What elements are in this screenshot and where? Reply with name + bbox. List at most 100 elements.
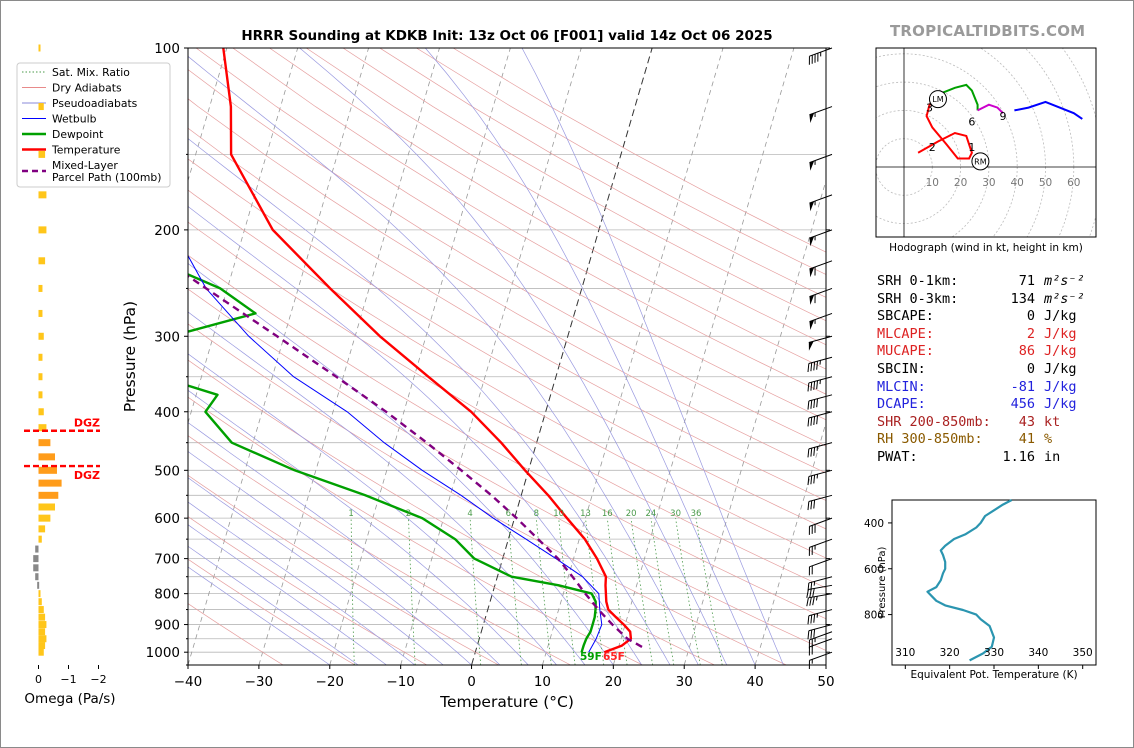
barb-flag [810, 362, 813, 372]
index-value: 1.16 [1002, 449, 1035, 465]
index-value: 2 [1026, 325, 1035, 342]
wind-barb [809, 229, 833, 247]
isotherm-line [329, 48, 511, 665]
legend-label: Pseudoadiabats [52, 97, 138, 110]
wind-barb [808, 517, 833, 535]
index-unit: J/kg [1044, 308, 1077, 325]
omega-bar [33, 555, 39, 563]
hodograph-panel: 10 20 30 40 50 60 1 2 3 6 9 LM RM Hodograph (wind in … [875, 47, 1097, 254]
barb-flag [814, 54, 816, 63]
barb-staff [809, 651, 833, 661]
omega-bar [38, 332, 44, 340]
legend-label: Wetbulb [52, 113, 97, 126]
index-unit: in [1044, 449, 1061, 465]
wind-barb [807, 469, 833, 486]
mixing-ratio-line [585, 518, 605, 665]
barb-flag [807, 363, 810, 373]
omega-bar [38, 226, 47, 234]
omega-bar [38, 284, 43, 292]
wind-barb [808, 651, 833, 669]
barb-staff [809, 631, 833, 641]
index-unit: J/kg [1044, 325, 1077, 342]
barb-flag [813, 416, 816, 425]
wind-barb [807, 576, 833, 592]
omega-bar [38, 648, 44, 656]
omega-bar [38, 191, 47, 199]
barb-half [811, 659, 813, 664]
hodograph-plot: 10 20 30 40 50 60 1 2 3 6 9 LM RM [876, 48, 1096, 237]
barb-flag [806, 597, 809, 607]
pseudoadiabat [188, 501, 416, 665]
index-value: -81 [1010, 378, 1035, 395]
index-label: SBCAPE: [877, 308, 934, 325]
barb-staff [809, 194, 833, 204]
dry-adiabat [269, 48, 826, 370]
omega-bar [33, 564, 39, 572]
barb-staff [808, 624, 833, 632]
dry-adiabat [188, 127, 826, 501]
theta-e-x-label: 310 [895, 647, 915, 659]
dewpoint-line [188, 273, 597, 653]
omega-bar [38, 628, 46, 636]
barb-flag [808, 547, 810, 556]
omega-bar [38, 424, 47, 432]
barb-flag [811, 565, 813, 575]
barb-flag [810, 417, 813, 426]
wind-barb [808, 538, 833, 556]
hodo-ring-label: 50 [1039, 177, 1052, 189]
barb-flag [813, 474, 816, 484]
barb-half [814, 200, 816, 206]
y-tick-label: 600 [154, 511, 180, 527]
omega-bar [38, 391, 43, 399]
pseudoadiabat [299, 48, 728, 665]
isotherm-line [400, 48, 582, 665]
hodo-height-label: 3 [926, 102, 933, 115]
barb-flag [813, 614, 816, 623]
dry-adiabat [188, 359, 715, 665]
barb-pennant [809, 113, 815, 123]
mixing-ratio-line [535, 518, 552, 665]
barb-flag [807, 400, 810, 410]
x-tick-label: −10 [386, 674, 415, 690]
barb-flag [813, 381, 816, 390]
barb-flag [812, 588, 815, 597]
barb-staff [808, 593, 833, 599]
barb-flag [807, 501, 810, 511]
y-tick-label: 200 [154, 223, 180, 239]
y-tick-label: 800 [154, 587, 180, 603]
theta-e-y-axis-label: Pressure (hPa) [877, 547, 888, 619]
x-tick-label: 0 [467, 674, 476, 690]
dry-adiabat [188, 98, 826, 474]
index-label: MUCAPE: [877, 343, 934, 360]
hodo-height-label: 6 [968, 116, 975, 129]
legend-frame [16, 62, 171, 188]
wind-barb [807, 442, 833, 458]
barb-staff [808, 469, 833, 478]
index-unit: J/kg [1044, 343, 1077, 360]
pseudoadiabat [188, 451, 472, 665]
x-tick-label: 40 [747, 674, 764, 690]
theta-e-line [926, 499, 1013, 662]
hodo-trace [977, 103, 1004, 114]
mixing-ratio-label: 2 [406, 509, 411, 519]
pseudoadiabat [188, 545, 359, 665]
barb-flag [811, 546, 813, 555]
mixing-ratio-line [630, 518, 653, 665]
barb-flag [808, 56, 810, 65]
omega-bar [38, 150, 46, 158]
barb-pennant [808, 341, 814, 351]
omega-bar [38, 642, 46, 650]
isotherm-line [258, 48, 440, 665]
theta-e-x-axis-label: Equivalent Pot. Temperature (K) [910, 669, 1077, 681]
barb-pennant [809, 160, 815, 171]
hodo-ring-label: 10 [926, 177, 939, 189]
legend-label: Sat. Mix. Ratio [52, 66, 130, 79]
index-label: MLCAPE: [877, 325, 934, 342]
wind-barb [809, 106, 833, 123]
barb-staff [808, 576, 833, 584]
storm-motion-label: LM [932, 95, 943, 104]
y-tick-label: 100 [154, 41, 180, 57]
isotherm-line [683, 179, 826, 665]
dry-adiabat [342, 48, 826, 322]
